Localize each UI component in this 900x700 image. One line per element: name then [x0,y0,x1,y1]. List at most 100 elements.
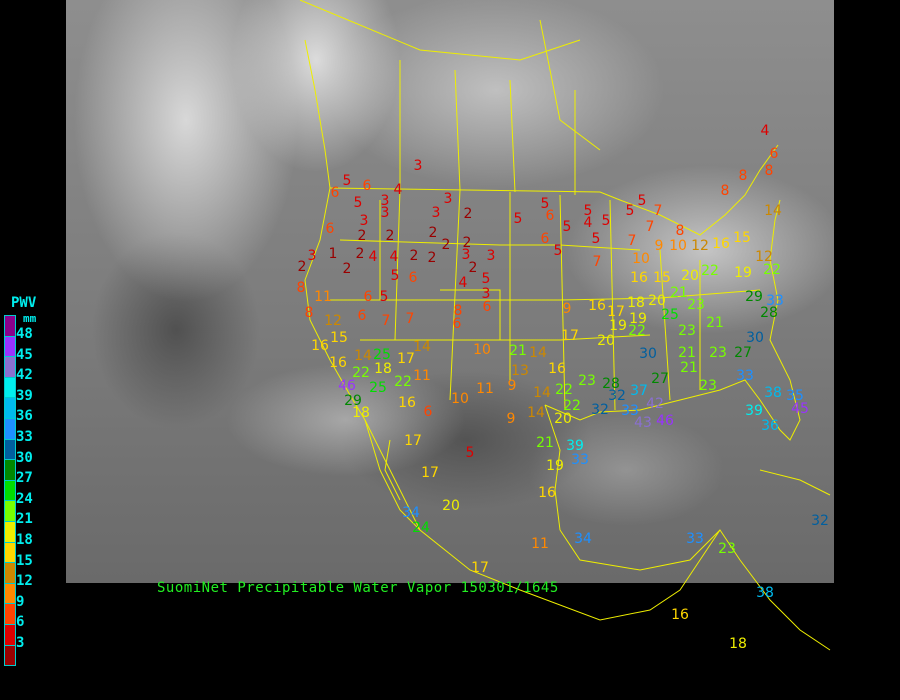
station-pwv-value: 30 [746,330,764,346]
station-pwv-value: 23 [709,345,727,361]
legend-label: 30 [16,449,33,466]
station-pwv-value: 18 [627,295,645,311]
station-pwv-value: 8 [721,183,730,199]
station-pwv-value: 6 [424,404,433,420]
legend-label: 27 [16,470,33,487]
station-pwv-value: 46 [656,413,674,429]
station-pwv-value: 28 [760,305,778,321]
legend-swatch [4,376,16,398]
station-pwv-value: 6 [541,231,550,247]
station-pwv-value: 45 [791,401,809,417]
station-pwv-value: 32 [811,513,829,529]
station-pwv-value: 33 [736,368,754,384]
station-pwv-value: 12 [755,249,773,265]
station-pwv-value: 27 [734,345,752,361]
station-pwv-value: 15 [330,330,348,346]
station-pwv-value: 22 [394,374,412,390]
station-pwv-value: 42 [646,396,664,412]
station-pwv-value: 2 [429,225,438,241]
station-pwv-value: 21 [680,360,698,376]
station-pwv-value: 6 [358,308,367,324]
station-pwv-value: 17 [607,304,625,320]
political-borders [299,0,831,651]
station-pwv-value: 16 [588,298,606,314]
station-pwv-value: 22 [763,262,781,278]
legend-label: 15 [16,552,33,569]
station-pwv-value: 19 [734,265,752,281]
station-pwv-value: 6 [770,146,779,162]
station-pwv-value: 16 [329,355,347,371]
station-pwv-value: 3 [462,247,471,263]
station-pwv-value: 32 [608,388,626,404]
station-pwv-value: 22 [701,263,719,279]
station-pwv-value: 7 [406,311,415,327]
station-pwv-value: 18 [729,636,747,652]
station-pwv-value: 2 [442,237,451,253]
station-pwv-value: 13 [511,363,529,379]
legend-label: 39 [16,387,33,404]
baja-california [364,419,421,531]
station-pwv-value: 7 [382,313,391,329]
station-pwv-value: 6 [483,299,492,315]
station-pwv-value: 6 [326,221,335,237]
station-pwv-value: 3 [360,213,369,229]
legend-swatch [4,644,16,667]
legend-swatch [4,582,16,604]
station-pwv-value: 12 [324,313,342,329]
cuba [759,469,831,496]
legend-swatch [4,335,16,357]
station-pwv-value: 4 [390,249,399,265]
station-pwv-value: 46 [338,378,356,394]
station-pwv-value: 38 [764,385,782,401]
station-pwv-value: 16 [548,361,566,377]
station-pwv-value: 16 [538,485,556,501]
legend-title: PWV [11,295,37,311]
station-pwv-value: 14 [413,339,431,355]
station-pwv-value: 21 [670,285,688,301]
station-pwv-value: 17 [421,465,439,481]
station-pwv-value: 28 [602,376,620,392]
legend-label: 42 [16,367,33,384]
station-pwv-value: 7 [646,219,655,235]
station-pwv-value: 6 [546,208,555,224]
station-pwv-value: 9 [507,411,516,427]
legend-swatch [4,603,16,624]
station-pwv-value: 2 [386,228,395,244]
station-pwv-value: 5 [343,173,352,189]
station-pwv-value: 8 [765,163,774,179]
station-pwv-value: 9 [508,378,517,394]
station-pwv-value: 2 [356,246,365,262]
station-pwv-value: 2 [463,235,472,251]
station-pwv-value: 15 [653,270,671,286]
station-pwv-value: 11 [476,381,494,397]
station-pwv-value: 37 [630,383,648,399]
station-pwv-value: 32 [591,402,609,418]
station-pwv-value: 16 [712,236,730,252]
legend-label: 21 [16,511,33,528]
legend-unit: mm [23,312,37,325]
station-pwv-value: 3 [487,248,496,264]
station-pwv-value: 38 [756,585,774,601]
station-pwv-value: 8 [676,223,685,239]
station-pwv-value: 5 [391,268,400,284]
station-pwv-value: 17 [471,560,489,576]
legend-swatch [4,500,16,521]
station-pwv-value: 1 [329,246,338,262]
legend-swatch [4,438,16,460]
station-pwv-value: 9 [563,301,572,317]
station-pwv-value: 2 [298,259,307,275]
state-lines [330,189,761,411]
station-pwv-value: 14 [529,345,547,361]
station-pwv-value: 22 [628,323,646,339]
station-pwv-value: 18 [352,405,370,421]
station-pwv-value: 21 [678,345,696,361]
station-pwv-value: 4 [394,182,403,198]
station-pwv-value: 14 [764,203,782,219]
station-pwv-value: 29 [745,289,763,305]
station-pwv-value: 12 [691,238,709,254]
station-pwv-value: 8 [739,168,748,184]
station-pwv-value: 25 [661,307,679,323]
station-pwv-value: 4 [584,215,593,231]
station-pwv-value: 4 [459,275,468,291]
